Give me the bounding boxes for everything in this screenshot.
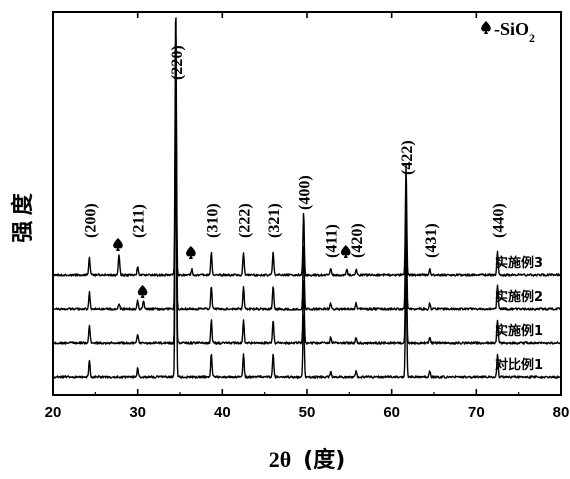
peak-label: (420) xyxy=(349,223,366,258)
spade-stem xyxy=(188,254,193,259)
series-label: 实施例1 xyxy=(495,323,543,339)
x-axis-title: 2θ (度) xyxy=(269,447,346,473)
x-tick-label: 40 xyxy=(214,404,231,421)
spade-stem xyxy=(343,253,348,258)
peak-label: (220) xyxy=(169,45,186,80)
peak-label: (422) xyxy=(399,140,416,175)
sio2-marker xyxy=(137,285,148,298)
spade-stem xyxy=(484,29,488,34)
sio2-marker xyxy=(340,245,351,258)
spade-head xyxy=(113,238,123,249)
x-tick-label: 20 xyxy=(45,404,62,421)
peak-label: (200) xyxy=(82,203,99,238)
series-label: 实施例2 xyxy=(495,289,543,305)
peak-label: (440) xyxy=(491,203,508,238)
sio2-marker xyxy=(481,21,491,34)
peak-label: (310) xyxy=(204,203,221,238)
x-tick-label: 70 xyxy=(468,404,485,421)
peak-label: (321) xyxy=(266,203,283,238)
peak-label: (431) xyxy=(423,223,440,258)
series-label: 实施例3 xyxy=(495,255,543,271)
series-label: 对比例1 xyxy=(495,357,543,373)
legend-sio2-label: -SiO2 xyxy=(494,19,535,45)
sio2-marker xyxy=(113,238,123,251)
spade-head xyxy=(137,285,148,296)
x-tick-label: 30 xyxy=(129,404,146,421)
x-tick-label: 60 xyxy=(383,404,400,421)
y-axis-title: 强 度 xyxy=(10,192,35,243)
peak-label: (222) xyxy=(237,203,254,238)
spade-head xyxy=(340,245,351,256)
spade-stem xyxy=(116,246,120,251)
x-tick-label: 80 xyxy=(553,404,570,421)
spade-head xyxy=(186,246,196,257)
annotations: 实施例3 实施例2 实施例1 对比例1 (200) (211) (220) (310) (222… xyxy=(82,19,543,373)
axes: 20 30 40 50 60 70 80 2θ (度) 强 度 xyxy=(10,11,570,473)
x-tick-label: 50 xyxy=(299,404,316,421)
series-line-1 xyxy=(53,17,561,277)
series-line-4 xyxy=(53,104,561,379)
series-line-3 xyxy=(53,70,561,345)
spade-stem xyxy=(140,293,145,298)
series-line-2 xyxy=(53,38,561,311)
sio2-marker xyxy=(186,246,196,259)
peak-label: (211) xyxy=(131,204,148,238)
peak-label: (411) xyxy=(324,224,341,258)
peak-label: (400) xyxy=(297,175,314,210)
spade-head xyxy=(481,21,491,32)
series-lines xyxy=(53,17,561,379)
